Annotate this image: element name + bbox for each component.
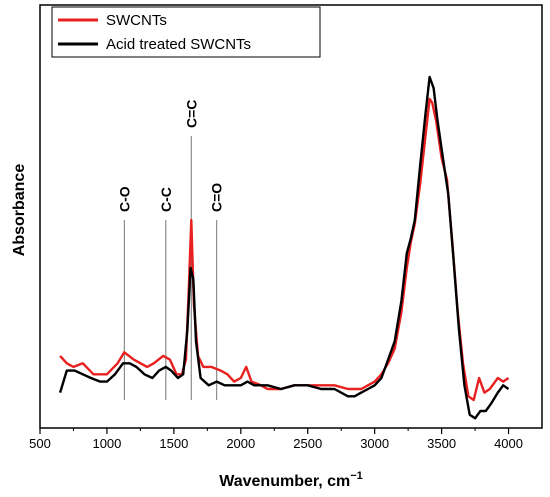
legend-box [51,6,321,58]
x-axis-title-text: Wavenumber, cm [219,473,350,490]
annotation-label-c-c: C-C [158,187,174,212]
x-axis-title-superscript: −1 [350,470,363,482]
x-tick-label: 2000 [226,436,255,451]
annotation-label-c-o: C-O [116,186,132,212]
series-layer [58,75,510,420]
x-tick-label: 500 [29,436,51,451]
x-tick-label: 4000 [494,436,523,451]
legend: SWCNTs Acid treated SWCNTs [51,6,321,58]
x-tick-label: 2500 [293,436,322,451]
x-tick-label: 3500 [427,436,456,451]
legend-label-acid-treated: Acid treated SWCNTs [106,36,251,53]
annotation-labels: C-O C-C C=C C=O [116,100,224,212]
x-axis-title: Wavenumber, cm−1 [219,470,363,490]
legend-label-swcnts: SWCNTs [106,12,167,29]
plot-frame [39,4,543,429]
y-axis-title: Absorbance [11,164,28,257]
x-tick-label: 3000 [360,436,389,451]
series-line-acid-treated-swcnts [58,75,510,420]
x-tick-label: 1000 [92,436,121,451]
x-tick-label: 1500 [159,436,188,451]
annotation-label-c-c: C=C [183,100,199,128]
annotation-label-c-o: C=O [209,183,225,212]
x-axis-ticks: 500 1000 1500 2000 2500 3000 3500 4000 [29,428,523,451]
